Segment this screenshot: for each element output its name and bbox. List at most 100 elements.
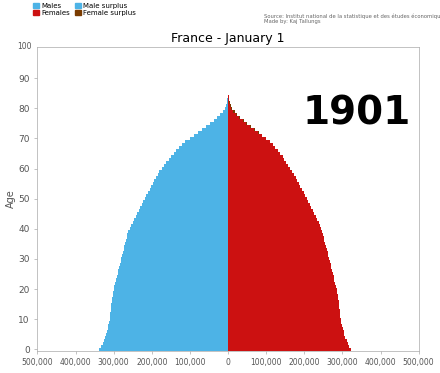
Bar xyxy=(228,95,229,98)
Bar xyxy=(228,119,244,122)
Bar xyxy=(228,345,349,348)
Bar xyxy=(228,239,324,242)
Bar xyxy=(103,342,108,345)
Text: 1901: 1901 xyxy=(303,94,411,132)
Bar xyxy=(111,305,228,309)
Bar xyxy=(159,170,164,173)
Bar xyxy=(164,164,168,167)
Bar xyxy=(194,134,228,137)
Bar xyxy=(139,209,228,212)
Bar xyxy=(227,95,228,98)
Bar xyxy=(121,257,228,260)
Bar xyxy=(164,164,228,167)
Bar xyxy=(107,330,228,333)
Bar xyxy=(142,203,228,206)
Bar xyxy=(147,194,151,197)
Bar xyxy=(228,179,297,182)
Bar xyxy=(179,146,228,149)
Bar xyxy=(228,122,247,125)
Bar xyxy=(145,197,228,200)
Bar xyxy=(173,152,176,155)
Bar xyxy=(228,251,327,254)
Bar xyxy=(228,242,325,245)
Bar xyxy=(228,315,341,318)
Bar xyxy=(114,285,120,288)
Bar xyxy=(228,339,347,342)
Bar xyxy=(228,131,259,134)
Bar xyxy=(228,245,326,248)
Bar xyxy=(131,224,228,228)
Bar xyxy=(223,110,228,113)
Bar xyxy=(140,206,145,209)
Bar xyxy=(117,272,228,276)
Bar xyxy=(126,239,132,242)
Bar xyxy=(198,131,228,134)
Bar xyxy=(228,155,282,158)
Bar xyxy=(242,119,244,122)
Bar xyxy=(228,279,334,282)
Bar xyxy=(228,336,345,339)
Bar xyxy=(128,230,228,233)
Bar xyxy=(136,215,140,218)
Bar xyxy=(227,98,228,101)
Bar xyxy=(225,107,228,110)
Bar xyxy=(122,254,128,257)
Bar xyxy=(109,321,228,324)
Bar xyxy=(110,308,228,312)
Bar xyxy=(228,110,235,113)
Bar xyxy=(228,104,231,107)
Bar xyxy=(139,209,143,212)
Bar xyxy=(116,279,122,282)
Bar xyxy=(127,236,132,239)
Bar xyxy=(228,149,278,152)
Bar xyxy=(150,188,228,191)
Bar xyxy=(140,206,228,209)
Bar xyxy=(133,221,228,224)
Bar xyxy=(169,158,228,161)
Bar xyxy=(228,333,345,336)
Bar xyxy=(124,248,129,251)
Bar xyxy=(228,161,286,164)
Bar xyxy=(213,119,228,122)
Bar xyxy=(228,324,342,327)
Bar xyxy=(131,224,136,228)
Bar xyxy=(228,140,270,143)
Bar xyxy=(228,288,337,291)
Bar xyxy=(228,191,304,194)
Bar xyxy=(228,272,333,276)
Bar xyxy=(228,167,290,170)
Bar xyxy=(153,182,157,185)
Bar xyxy=(116,279,228,282)
Bar xyxy=(228,173,294,176)
Bar xyxy=(159,170,228,173)
Bar xyxy=(120,263,125,266)
Bar xyxy=(111,303,228,305)
Bar xyxy=(228,276,334,279)
Bar xyxy=(182,143,228,146)
Bar xyxy=(106,333,112,336)
Bar xyxy=(228,254,328,257)
Bar xyxy=(126,239,228,242)
Bar xyxy=(228,200,308,203)
Y-axis label: Age: Age xyxy=(6,189,15,208)
Bar xyxy=(108,324,114,327)
Bar xyxy=(113,294,118,297)
Bar xyxy=(227,101,228,104)
Bar xyxy=(254,128,255,131)
Bar xyxy=(228,143,273,146)
Bar xyxy=(104,339,110,342)
Bar xyxy=(110,311,116,315)
Bar xyxy=(228,176,296,179)
Bar xyxy=(228,318,341,321)
Bar xyxy=(228,236,324,239)
Bar xyxy=(182,143,183,146)
Bar xyxy=(112,297,228,300)
Bar xyxy=(228,294,338,297)
Bar xyxy=(113,294,228,297)
Bar xyxy=(228,137,266,140)
Bar xyxy=(228,134,262,137)
Bar xyxy=(228,257,329,260)
Bar xyxy=(103,342,228,345)
Bar xyxy=(110,318,115,321)
Bar xyxy=(101,345,107,348)
